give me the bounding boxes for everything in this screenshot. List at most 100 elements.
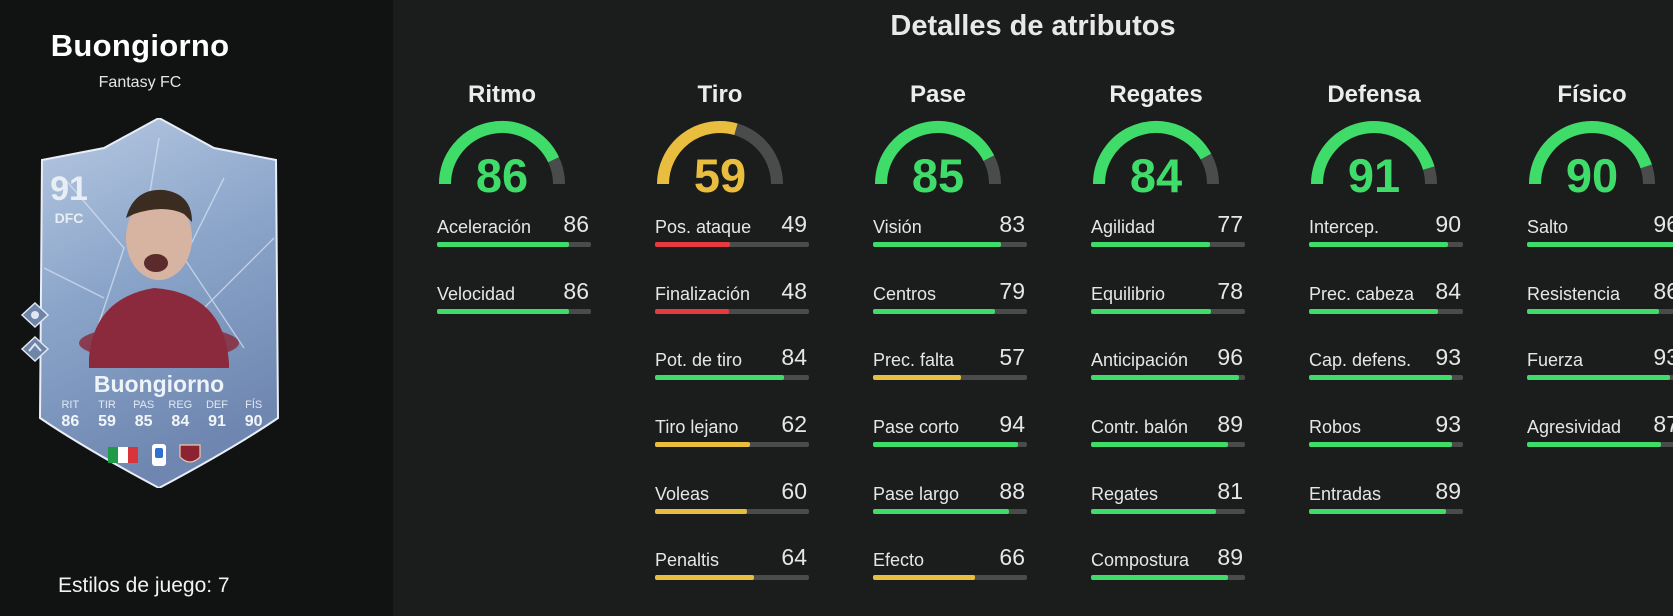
attribute-label: Entradas: [1309, 484, 1382, 504]
attribute-row: Aceleración 86: [437, 211, 593, 261]
card-stat-label: DEF: [205, 399, 228, 411]
attribute-row: Centros 79: [873, 278, 1029, 328]
attribute-bar-track: [1091, 309, 1245, 314]
attribute-value: 89: [1217, 411, 1243, 437]
attribute-bar-track: [873, 242, 1027, 247]
attribute-bar-fill: [1091, 309, 1212, 314]
attribute-bar-fill: [1091, 575, 1229, 580]
attribute-bar-track: [873, 375, 1027, 380]
card-badges: [108, 444, 201, 466]
attribute-value: 87: [1653, 411, 1673, 437]
attribute-bar-fill: [1309, 442, 1453, 447]
italy-flag-icon: [108, 447, 138, 463]
card-background: [38, 118, 280, 488]
card-stats: RIT 86 TIR 59 PAS 85 REG 84 DEF 91 FÍS 90: [52, 399, 272, 431]
attribute-bar-fill: [1091, 509, 1216, 514]
attribute-value: 93: [1653, 344, 1673, 370]
attribute-label: Velocidad: [437, 284, 516, 304]
attribute-bar-fill: [873, 509, 1009, 514]
attribute-label: Agresividad: [1527, 417, 1622, 437]
attribute-bar-track: [655, 242, 809, 247]
attribute-bar-track: [1091, 242, 1245, 247]
attribute-row: Pase corto 94: [873, 411, 1029, 461]
card-stat-label: FÍS: [245, 399, 263, 411]
attribute-bar-fill: [873, 242, 1001, 247]
attribute-row: Entradas 89: [1309, 478, 1465, 528]
attribute-value: 77: [1217, 211, 1243, 237]
gauge-fill: [875, 121, 995, 185]
category-value: 84: [1129, 149, 1183, 202]
attribute-row: Salto 96: [1527, 211, 1673, 261]
attribute-bar-track: [1527, 242, 1673, 247]
attribute-bar-fill: [1527, 375, 1671, 380]
attribute-bar-fill: [437, 242, 570, 247]
attribute-bar-track: [1527, 442, 1673, 447]
attribute-bar-fill: [437, 309, 570, 314]
player-card[interactable]: 91 DFC Buongiorno RIT 86 TIR 59 PAS 85 REG 8…: [34, 118, 284, 488]
attribute-bar-track: [655, 509, 809, 514]
attribute-row: Fuerza 93: [1527, 344, 1673, 394]
card-position: DFC: [54, 210, 84, 226]
attribute-value: 89: [1217, 544, 1243, 570]
attribute-bar-fill: [655, 375, 785, 380]
card-stat-label: PAS: [133, 399, 155, 411]
attribute-bar-track: [437, 242, 591, 247]
attribute-value: 93: [1435, 344, 1461, 370]
attribute-label: Cap. defens.: [1309, 350, 1412, 370]
attribute-label: Fuerza: [1527, 350, 1584, 370]
attribute-value: 79: [999, 278, 1025, 304]
attribute-row: Pase largo 88: [873, 478, 1029, 528]
attribute-bar-fill: [1527, 242, 1673, 247]
playstyle-icon: [20, 336, 50, 362]
attribute-label: Salto: [1527, 217, 1569, 237]
gauge-fill: [1093, 121, 1212, 185]
attribute-label: Penaltis: [655, 550, 720, 570]
attribute-label: Equilibrio: [1091, 284, 1166, 304]
card-stat-value: 90: [244, 413, 263, 430]
player-name: Buongiorno: [50, 28, 230, 63]
attribute-bar-fill: [655, 309, 729, 314]
attribute-value: 86: [563, 211, 589, 237]
card-stat-value: 86: [61, 413, 80, 430]
attribute-row: Finalización 48: [655, 278, 811, 328]
attribute-bar-track: [437, 309, 591, 314]
attribute-value: 60: [781, 478, 807, 504]
serie-a-logo-icon: [152, 444, 166, 466]
attribute-bar-fill: [873, 575, 975, 580]
attribute-bar-track: [1091, 509, 1245, 514]
player-panel: Buongiorno Fantasy FC 91 DFC Buongiorno …: [0, 0, 393, 616]
category-value: 59: [693, 149, 747, 202]
attribute-value: 57: [999, 344, 1025, 370]
card-stat-value: 59: [98, 413, 116, 430]
attribute-row: Resistencia 86: [1527, 278, 1673, 328]
attribute-label: Regates: [1091, 484, 1159, 504]
attribute-bar-track: [1309, 509, 1463, 514]
card-stat-label: TIR: [98, 399, 116, 411]
attribute-value: 66: [999, 544, 1025, 570]
attribute-label: Pase largo: [873, 484, 960, 504]
attribute-bar-fill: [655, 442, 751, 447]
attribute-row: Contr. balón 89: [1091, 411, 1247, 461]
attribute-label: Aceleración: [437, 217, 532, 237]
attribute-value: 96: [1653, 211, 1673, 237]
attribute-label: Finalización: [655, 284, 751, 304]
attribute-bar-fill: [655, 242, 731, 247]
attribute-value: 89: [1435, 478, 1461, 504]
attribute-row: Pot. de tiro 84: [655, 344, 811, 394]
attribute-bar-fill: [1309, 242, 1448, 247]
gauge-fill: [657, 121, 738, 185]
attribute-label: Tiro lejano: [655, 417, 739, 437]
category-gauge: 85: [858, 112, 1018, 202]
category-value: 86: [475, 149, 529, 202]
card-rating: 91: [50, 170, 88, 208]
attribute-row: Visión 83: [873, 211, 1029, 261]
attribute-bar-track: [873, 509, 1027, 514]
attribute-value: 86: [563, 278, 589, 304]
attribute-label: Resistencia: [1527, 284, 1621, 304]
category-name: Físico: [1557, 81, 1627, 108]
attribute-label: Intercep.: [1309, 217, 1380, 237]
attribute-value: 90: [1435, 211, 1461, 237]
attribute-value: 78: [1217, 278, 1243, 304]
card-type: Fantasy FC: [98, 74, 182, 91]
attribute-value: 84: [1435, 278, 1461, 304]
